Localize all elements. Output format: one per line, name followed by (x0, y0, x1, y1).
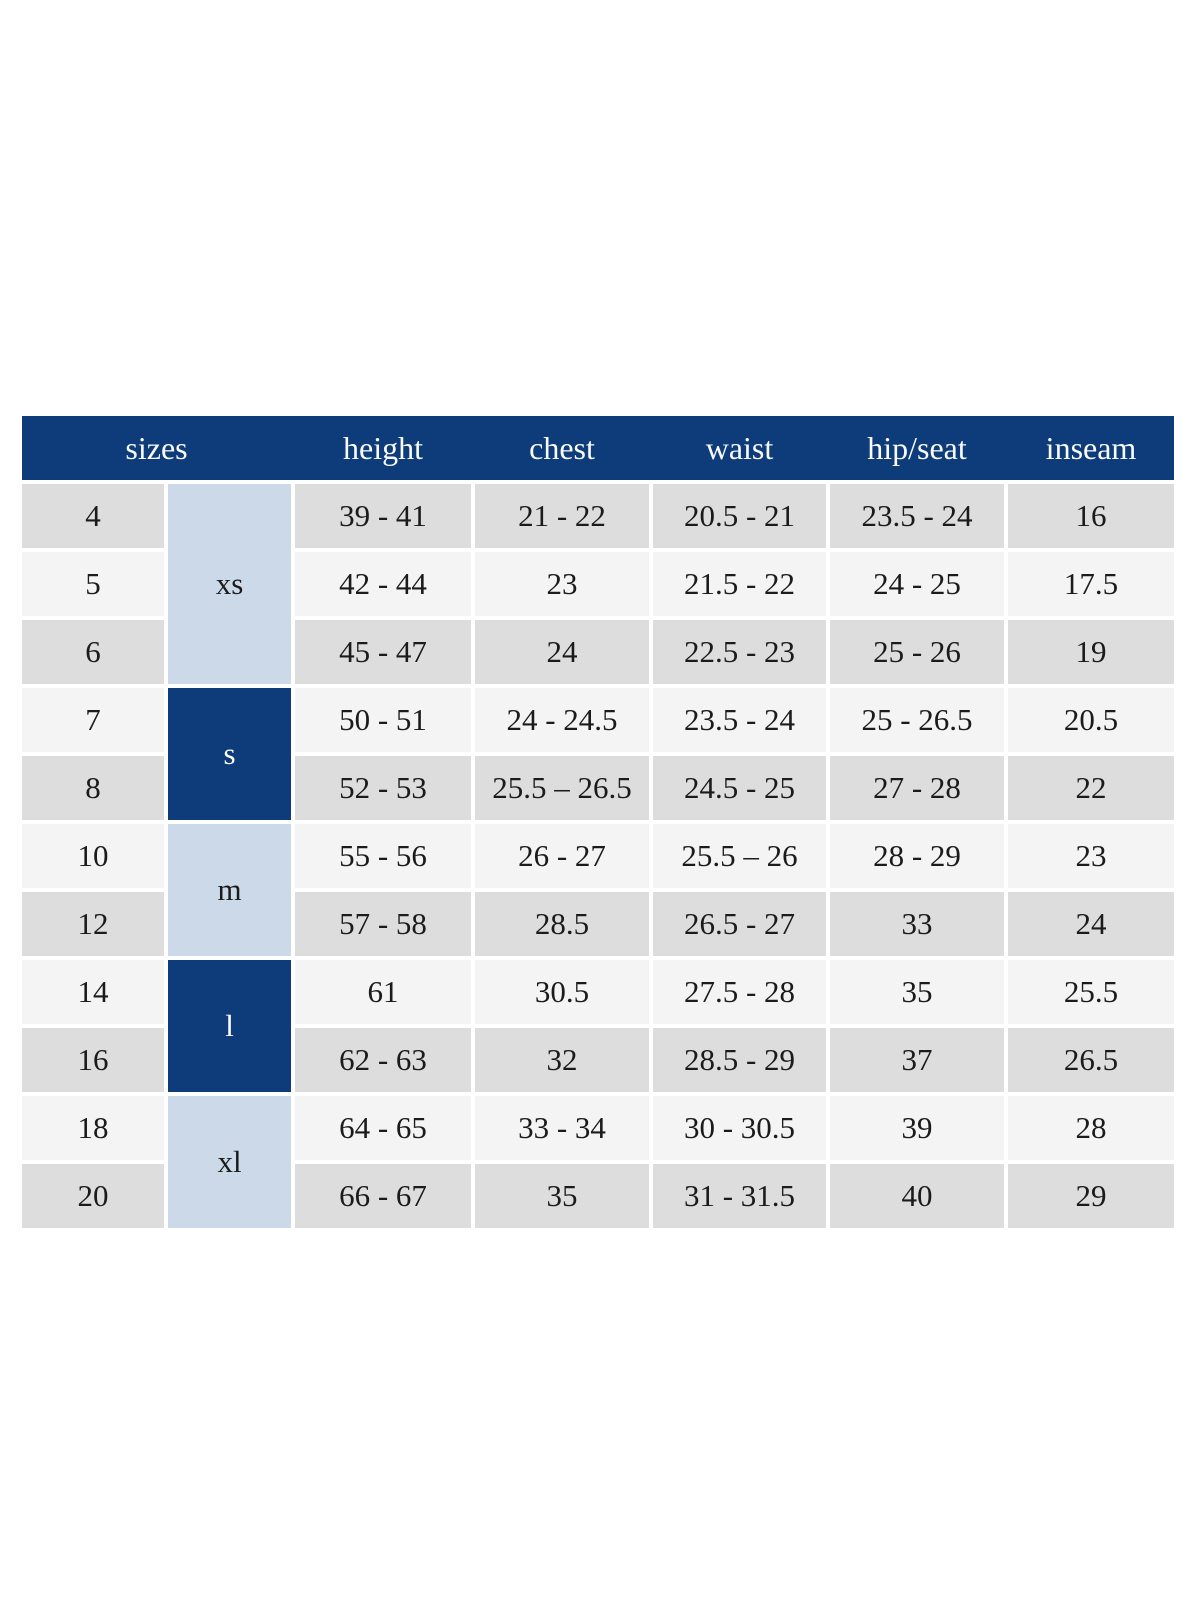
table-cell: 19 (1008, 620, 1174, 684)
table-cell: 24.5 - 25 (653, 756, 826, 820)
table-cell: 25 - 26.5 (830, 688, 1004, 752)
table-cell: 4 (22, 484, 164, 548)
header-chest: chest (529, 429, 595, 466)
table-cell: 66 - 67 (295, 1164, 471, 1228)
table-cell: 23 (475, 552, 649, 616)
table-cell: 21.5 - 22 (653, 552, 826, 616)
table-cell: 25.5 – 26.5 (475, 756, 649, 820)
table-cell: 20 (22, 1164, 164, 1228)
table-cell: 5 (22, 552, 164, 616)
size-group-m: m (168, 824, 291, 956)
table-cell: 28 (1008, 1096, 1174, 1160)
table-cell: 50 - 51 (295, 688, 471, 752)
table-cell: 45 - 47 (295, 620, 471, 684)
header-waist: waist (705, 429, 774, 466)
table-cell: 61 (295, 960, 471, 1024)
size-chart-table: sizes height chest waist hip/seat inseam… (22, 416, 1174, 1228)
table-cell: 55 - 56 (295, 824, 471, 888)
table-cell: 40 (830, 1164, 1004, 1228)
table-cell: 20.5 - 21 (653, 484, 826, 548)
table-cell: 24 - 25 (830, 552, 1004, 616)
header-inseam: inseam (1045, 429, 1137, 466)
table-cell: 37 (830, 1028, 1004, 1092)
table-cell: 23 (1008, 824, 1174, 888)
table-cell: 21 - 22 (475, 484, 649, 548)
table-cell: 28.5 - 29 (653, 1028, 826, 1092)
size-group-xl: xl (168, 1096, 291, 1228)
table-cell: 25 - 26 (830, 620, 1004, 684)
table-cell: 24 (1008, 892, 1174, 956)
table-cell: 7 (22, 688, 164, 752)
table-cell: 16 (22, 1028, 164, 1092)
size-group-s: s (168, 688, 291, 820)
header-height: height (343, 429, 423, 466)
table-cell: 17.5 (1008, 552, 1174, 616)
table-cell: 20.5 (1008, 688, 1174, 752)
table-cell: 6 (22, 620, 164, 684)
table-cell: 31 - 31.5 (653, 1164, 826, 1228)
table-cell: 30.5 (475, 960, 649, 1024)
table-cell: 25.5 (1008, 960, 1174, 1024)
table-cell: 42 - 44 (295, 552, 471, 616)
table-cell: 14 (22, 960, 164, 1024)
table-cell: 52 - 53 (295, 756, 471, 820)
table-cell: 22 (1008, 756, 1174, 820)
table-cell: 32 (475, 1028, 649, 1092)
table-cell: 26 - 27 (475, 824, 649, 888)
table-cell: 8 (22, 756, 164, 820)
table-cell: 62 - 63 (295, 1028, 471, 1092)
table-cell: 16 (1008, 484, 1174, 548)
table-cell: 23.5 - 24 (653, 688, 826, 752)
table-cell: 26.5 - 27 (653, 892, 826, 956)
table-cell: 64 - 65 (295, 1096, 471, 1160)
table-cell: 33 - 34 (475, 1096, 649, 1160)
table-cell: 33 (830, 892, 1004, 956)
table-cell: 27 - 28 (830, 756, 1004, 820)
table-cell: 23.5 - 24 (830, 484, 1004, 548)
table-cell: 26.5 (1008, 1028, 1174, 1092)
header-sizes: sizes (125, 429, 188, 466)
table-cell: 24 - 24.5 (475, 688, 649, 752)
table-cell: 28 - 29 (830, 824, 1004, 888)
table-cell: 39 (830, 1096, 1004, 1160)
table-cell: 18 (22, 1096, 164, 1160)
table-header-bar (22, 416, 1174, 480)
table-cell: 27.5 - 28 (653, 960, 826, 1024)
table-cell: 10 (22, 824, 164, 888)
table-cell: 22.5 - 23 (653, 620, 826, 684)
table-cell: 29 (1008, 1164, 1174, 1228)
table-cell: 12 (22, 892, 164, 956)
table-cell: 35 (830, 960, 1004, 1024)
table-cell: 28.5 (475, 892, 649, 956)
table-cell: 25.5 – 26 (653, 824, 826, 888)
table-cell: 39 - 41 (295, 484, 471, 548)
table-cell: 57 - 58 (295, 892, 471, 956)
size-group-xs: xs (168, 484, 291, 684)
table-cell: 35 (475, 1164, 649, 1228)
table-cell: 30 - 30.5 (653, 1096, 826, 1160)
header-hip-seat: hip/seat (867, 429, 967, 466)
size-group-l: l (168, 960, 291, 1092)
table-cell: 24 (475, 620, 649, 684)
